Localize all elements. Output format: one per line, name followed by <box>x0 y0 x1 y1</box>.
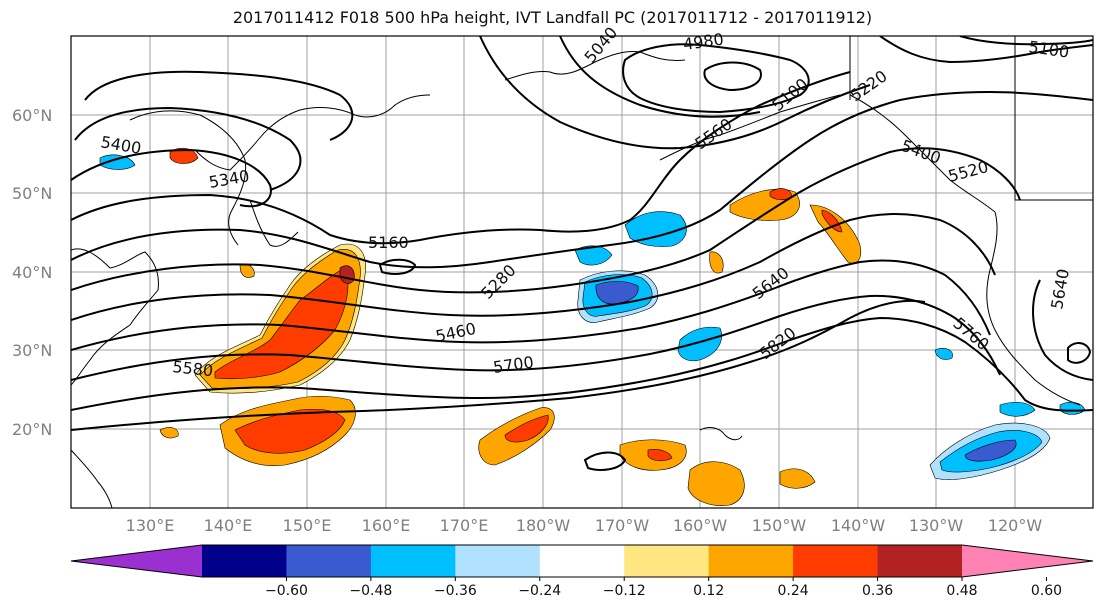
colorbar-segment <box>455 545 541 577</box>
lon-label: 130°W <box>909 516 964 535</box>
lon-label: 150°W <box>752 516 807 535</box>
plot-frame <box>70 35 1094 509</box>
lon-label: 170°W <box>595 516 650 535</box>
height-contours <box>71 36 1093 471</box>
colorbar-segment <box>286 545 372 577</box>
lon-label: 150°E <box>283 516 332 535</box>
ivt-negative-shading <box>99 154 1086 480</box>
lat-label: 40°N <box>12 263 52 282</box>
lat-label: 50°N <box>12 184 52 203</box>
colorbar-outline <box>70 544 1094 578</box>
lon-label: 160°E <box>362 516 411 535</box>
lat-label: 30°N <box>12 341 52 360</box>
colorbar: −0.60 −0.48 −0.36 −0.24 −0.12 0.12 0.24 0.36 0.4… <box>70 544 1094 599</box>
colorbar-tick-label: 0.48 <box>946 583 977 599</box>
lon-label: 140°E <box>204 516 253 535</box>
colorbar-tick-label: −0.48 <box>349 583 392 599</box>
colorbar-segment <box>370 545 456 577</box>
lon-label: 140°W <box>831 516 886 535</box>
lon-label: 130°E <box>126 516 175 535</box>
colorbar-extend-low <box>71 545 202 577</box>
lat-label: 60°N <box>12 106 52 125</box>
latitude-labels: 60°N 50°N 40°N 30°N 20°N <box>12 106 52 439</box>
colorbar-tick-label: −0.24 <box>518 583 561 599</box>
colorbar-segment <box>202 545 287 577</box>
colorbar-tick-label: 0.24 <box>778 583 809 599</box>
colorbar-segment <box>708 545 794 577</box>
lon-label: 160°W <box>673 516 728 535</box>
coastlines <box>71 36 1093 508</box>
contour-label: 5580 <box>172 357 214 380</box>
lon-label: 180°W <box>516 516 571 535</box>
colorbar-tick-label: −0.36 <box>434 583 477 599</box>
colorbar-tick-label: 0.12 <box>693 583 724 599</box>
colorbar-segment <box>793 545 879 577</box>
colorbar-tick-label: 0.60 <box>1031 583 1062 599</box>
colorbar-tick-label: −0.60 <box>265 583 308 599</box>
longitude-labels: 130°E 140°E 150°E 160°E 170°E 180°W 170°… <box>126 516 1043 535</box>
map-title: 2017011412 F018 500 hPa height, IVT Land… <box>232 8 873 27</box>
lat-label: 20°N <box>12 420 52 439</box>
colorbar-segment <box>877 545 963 577</box>
colorbar-tick-label: −0.12 <box>603 583 646 599</box>
colorbar-extend-high <box>962 545 1093 577</box>
colorbar-segment <box>539 545 625 577</box>
colorbar-segment <box>624 545 710 577</box>
lon-label: 120°W <box>988 516 1043 535</box>
contour-label: 5160 <box>368 233 409 252</box>
lon-label: 170°E <box>440 516 489 535</box>
colorbar-tick-label: 0.36 <box>862 583 893 599</box>
